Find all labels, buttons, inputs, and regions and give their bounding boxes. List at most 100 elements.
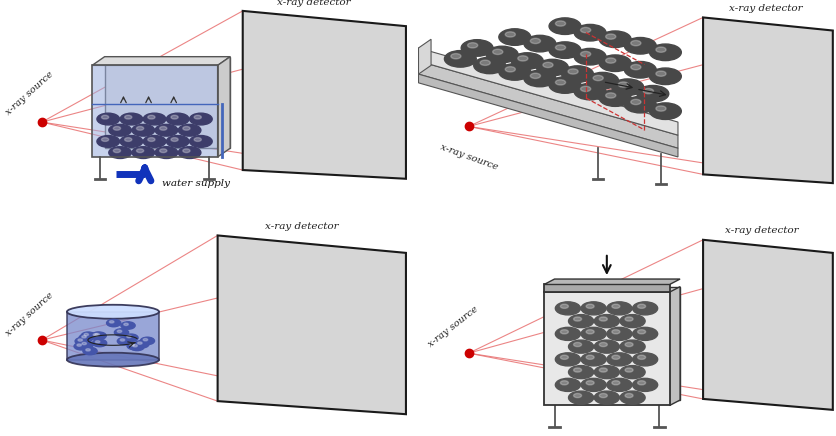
Text: x-ray source: x-ray source — [4, 70, 55, 117]
Bar — [543, 285, 669, 292]
Circle shape — [120, 113, 142, 125]
Circle shape — [178, 124, 201, 136]
Circle shape — [97, 113, 120, 125]
Circle shape — [190, 113, 212, 125]
Circle shape — [166, 136, 189, 147]
Circle shape — [655, 106, 665, 111]
Circle shape — [649, 44, 681, 61]
Circle shape — [543, 62, 553, 68]
Circle shape — [182, 149, 190, 153]
Circle shape — [619, 340, 645, 353]
Circle shape — [109, 146, 131, 159]
Circle shape — [95, 341, 99, 343]
Circle shape — [498, 64, 530, 80]
Circle shape — [137, 342, 142, 344]
Circle shape — [585, 304, 594, 308]
Circle shape — [618, 82, 628, 87]
Circle shape — [94, 334, 99, 336]
Circle shape — [133, 344, 137, 347]
Circle shape — [585, 330, 594, 334]
Circle shape — [136, 126, 144, 130]
Circle shape — [106, 319, 120, 327]
Circle shape — [649, 103, 681, 119]
Text: x-ray detector: x-ray detector — [264, 222, 338, 231]
Circle shape — [130, 344, 135, 346]
Circle shape — [92, 332, 106, 340]
Circle shape — [611, 304, 619, 308]
Circle shape — [130, 343, 144, 351]
Circle shape — [611, 79, 643, 95]
Circle shape — [498, 29, 530, 45]
Circle shape — [632, 378, 657, 392]
Circle shape — [143, 113, 166, 125]
Circle shape — [143, 338, 147, 341]
Circle shape — [148, 138, 155, 141]
Circle shape — [593, 75, 603, 81]
Circle shape — [178, 146, 201, 159]
Circle shape — [505, 67, 515, 72]
Text: x-ray detector: x-ray detector — [724, 226, 798, 235]
Circle shape — [555, 302, 579, 315]
Circle shape — [599, 393, 607, 398]
Circle shape — [444, 51, 476, 67]
Circle shape — [136, 149, 144, 153]
Circle shape — [637, 381, 645, 385]
Circle shape — [530, 38, 540, 44]
Circle shape — [530, 73, 540, 78]
Circle shape — [599, 90, 630, 106]
Circle shape — [643, 89, 653, 94]
Circle shape — [599, 342, 607, 347]
Polygon shape — [702, 240, 832, 410]
Circle shape — [611, 330, 619, 334]
Circle shape — [580, 378, 605, 392]
Circle shape — [573, 342, 581, 347]
Circle shape — [559, 330, 568, 334]
Circle shape — [599, 31, 630, 48]
Circle shape — [160, 126, 166, 130]
Circle shape — [194, 138, 201, 141]
Circle shape — [75, 337, 89, 345]
Polygon shape — [217, 57, 230, 157]
Circle shape — [619, 391, 645, 404]
Circle shape — [132, 124, 155, 136]
Circle shape — [655, 47, 665, 52]
Circle shape — [649, 68, 681, 85]
Circle shape — [182, 126, 190, 130]
Circle shape — [505, 32, 515, 37]
Circle shape — [132, 146, 155, 159]
Circle shape — [624, 368, 632, 372]
Circle shape — [101, 138, 109, 141]
Circle shape — [636, 85, 668, 102]
Circle shape — [548, 42, 580, 58]
Circle shape — [166, 113, 189, 125]
Circle shape — [611, 355, 619, 359]
Circle shape — [548, 18, 580, 34]
Circle shape — [473, 57, 505, 74]
Circle shape — [148, 115, 155, 119]
Circle shape — [568, 315, 593, 328]
Circle shape — [81, 332, 95, 340]
Circle shape — [573, 317, 581, 321]
Circle shape — [190, 136, 212, 147]
Circle shape — [619, 365, 645, 378]
Circle shape — [630, 99, 640, 105]
Circle shape — [120, 322, 135, 329]
Circle shape — [637, 355, 645, 359]
Circle shape — [82, 342, 86, 345]
Circle shape — [632, 302, 657, 315]
Circle shape — [568, 340, 593, 353]
Circle shape — [194, 115, 201, 119]
Circle shape — [115, 329, 129, 336]
Circle shape — [605, 34, 615, 39]
Circle shape — [523, 70, 555, 87]
Text: x-ray source: x-ray source — [439, 142, 499, 172]
Circle shape — [127, 342, 141, 350]
Circle shape — [599, 368, 607, 372]
Circle shape — [573, 368, 581, 372]
Polygon shape — [702, 17, 832, 183]
Circle shape — [637, 304, 645, 308]
Circle shape — [78, 339, 83, 341]
Circle shape — [486, 46, 517, 63]
Polygon shape — [543, 279, 679, 285]
Circle shape — [585, 381, 594, 385]
